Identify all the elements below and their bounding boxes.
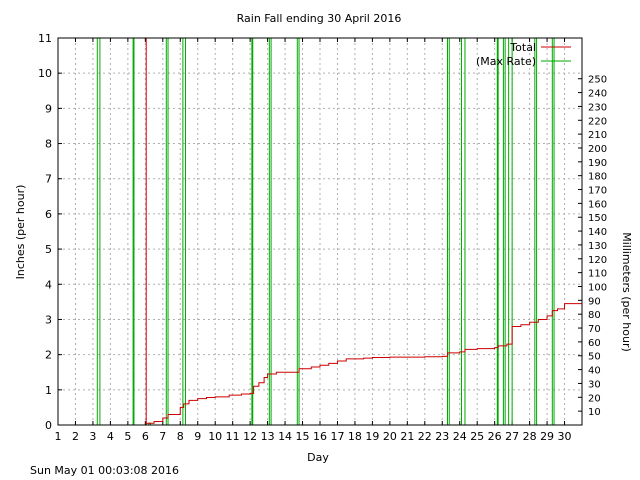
y2-tick-label: 180	[588, 172, 607, 183]
max-rate-spike	[534, 37, 538, 425]
x-tick-label: 20	[383, 430, 397, 443]
x-tick-label: 13	[261, 430, 275, 443]
y2-tick-label: 70	[588, 324, 601, 335]
x-tick-label: 11	[226, 430, 240, 443]
y2-tick-label: 120	[588, 255, 607, 266]
x-tick-label: 12	[243, 430, 257, 443]
y2-tick-label: 200	[588, 144, 607, 155]
x-tick-label: 4	[107, 430, 114, 443]
x-tick-label: 14	[278, 430, 292, 443]
x-tick-label: 10	[208, 430, 222, 443]
y2-axis-ticks: 10 20 30 40 50 60 70 80 90 100 110 120 130 140 150 160 1…	[578, 75, 607, 418]
y2-tick-label: 210	[588, 130, 607, 141]
x-tick-label: 6	[142, 430, 149, 443]
y2-tick-label: 130	[588, 241, 607, 252]
y2-tick-label: 60	[588, 338, 601, 349]
y2-tick-label: 50	[588, 352, 601, 363]
max-rate-spike	[496, 37, 499, 425]
plot-frame	[57, 37, 583, 426]
y-tick-label: 0	[45, 419, 52, 432]
y2-tick-label: 110	[588, 269, 607, 280]
grid-lines	[58, 38, 582, 425]
x-tick-label: 24	[453, 430, 467, 443]
y2-tick-label: 100	[588, 282, 607, 293]
y-tick-label: 6	[45, 208, 52, 221]
x-tick-label: 2	[72, 430, 79, 443]
x-tick-label: 1	[55, 430, 62, 443]
y-tick-label: 3	[45, 313, 52, 326]
y2-tick-label: 20	[588, 393, 601, 404]
y2-tick-label: 250	[588, 75, 607, 86]
y2-axis-label: Millimeters (per hour)	[620, 232, 633, 352]
x-tick-label: 17	[330, 430, 344, 443]
y2-tick-label: 140	[588, 227, 607, 238]
y-tick-label: 7	[45, 173, 52, 186]
chart-title: Rain Fall ending 30 April 2016	[237, 12, 402, 25]
max-rate-spike	[182, 37, 187, 425]
max-rate-spike	[132, 37, 135, 425]
y2-tick-label: 230	[588, 102, 607, 113]
legend-total-label: Total	[509, 41, 536, 54]
x-axis-label: Day	[307, 451, 329, 464]
y-tick-label: 8	[45, 138, 52, 151]
max-rate-spike	[251, 37, 254, 425]
y2-tick-label: 170	[588, 186, 607, 197]
x-tick-label: 25	[470, 430, 484, 443]
max-rate-spike	[502, 37, 506, 425]
max-rate-spike	[268, 37, 272, 425]
x-tick-label: 28	[523, 430, 537, 443]
x-tick-label: 3	[89, 430, 96, 443]
legend-maxrate-label: (Max Rate)	[476, 55, 536, 68]
y-tick-label: 11	[38, 32, 52, 45]
y2-tick-label: 90	[588, 296, 601, 307]
y2-tick-label: 80	[588, 310, 601, 321]
x-tick-label: 21	[400, 430, 414, 443]
x-tick-label: 5	[124, 430, 131, 443]
x-tick-label: 22	[418, 430, 432, 443]
x-tick-label: 27	[505, 430, 519, 443]
y-tick-label: 2	[45, 349, 52, 362]
y2-tick-label: 30	[588, 379, 601, 390]
x-tick-label: 29	[540, 430, 554, 443]
y2-tick-label: 150	[588, 213, 607, 224]
max-rate-spike	[551, 37, 555, 425]
max-rate-spike	[508, 37, 513, 425]
x-tick-label: 15	[296, 430, 310, 443]
y2-tick-label: 40	[588, 366, 601, 377]
y-axis-label: Inches (per hour)	[14, 185, 27, 280]
y-tick-label: 1	[45, 384, 52, 397]
timestamp: Sun May 01 00:03:08 2016	[30, 464, 179, 477]
y2-tick-label: 190	[588, 158, 607, 169]
x-tick-label: 18	[348, 430, 362, 443]
max-rate-spike	[165, 37, 169, 425]
y-tick-label: 4	[45, 278, 52, 291]
x-tick-label: 23	[435, 430, 449, 443]
x-tick-label: 9	[194, 430, 201, 443]
y2-tick-label: 220	[588, 116, 607, 127]
max-rate-spike	[460, 37, 466, 425]
y-tick-label: 10	[38, 67, 52, 80]
legend: Total (Max Rate)	[476, 41, 571, 68]
y2-tick-label: 160	[588, 199, 607, 210]
x-tick-label: 7	[159, 430, 166, 443]
x-tick-label: 8	[177, 430, 184, 443]
y2-tick-label: 10	[588, 407, 601, 418]
x-tick-label: 30	[558, 430, 572, 443]
x-tick-label: 19	[365, 430, 379, 443]
x-tick-label: 16	[313, 430, 327, 443]
series-layer	[96, 37, 583, 426]
y-tick-label: 9	[45, 102, 52, 115]
y-tick-label: 5	[45, 243, 52, 256]
max-rate-spike	[296, 37, 300, 425]
y-axis-ticks: 0 1 2 3 4 5 6 7 8 9 10 11	[38, 32, 62, 432]
x-axis-ticks: 1 2 3 4 5 6 7 8 9 10 11 12 13 14 15 16 17 18 19 20 21 22 23 24 2…	[55, 38, 572, 443]
total-series-line	[145, 301, 583, 426]
max-rate-spike	[447, 37, 450, 425]
y2-tick-label: 240	[588, 89, 607, 100]
x-tick-label: 26	[488, 430, 502, 443]
max-rate-spike	[96, 37, 101, 425]
